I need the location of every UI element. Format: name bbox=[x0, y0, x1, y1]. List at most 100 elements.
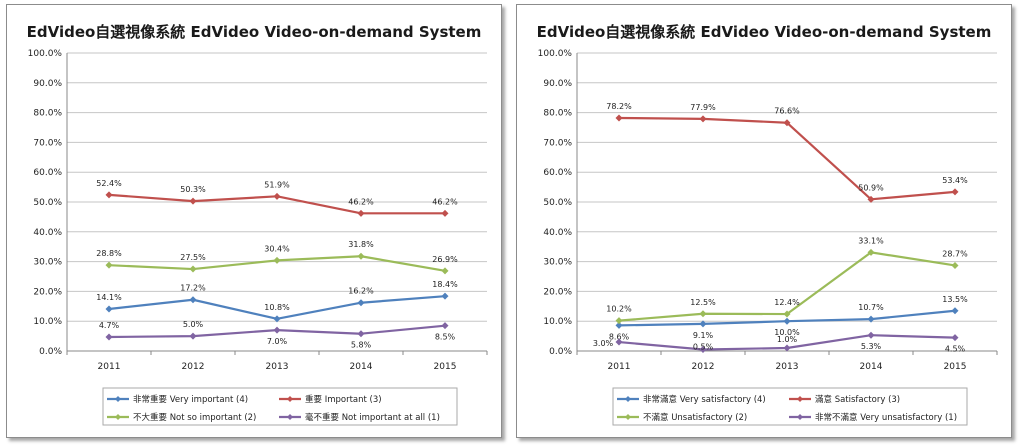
y-tick-label: 40.0% bbox=[543, 228, 572, 238]
x-tick-label: 2011 bbox=[608, 362, 631, 372]
y-tick-label: 0.0% bbox=[39, 347, 62, 357]
legend-label: 滿意 Satisfactory (3) bbox=[815, 394, 900, 405]
data-label: 18.4% bbox=[432, 280, 458, 289]
data-label: 27.5% bbox=[180, 253, 206, 262]
data-point bbox=[189, 197, 197, 205]
data-label: 9.1% bbox=[693, 331, 714, 340]
data-point bbox=[783, 317, 791, 325]
y-tick-label: 60.0% bbox=[33, 168, 62, 178]
y-tick-label: 90.0% bbox=[33, 79, 62, 89]
y-tick-label: 20.0% bbox=[543, 287, 572, 297]
y-tick-label: 0.0% bbox=[549, 347, 572, 357]
data-point bbox=[357, 299, 365, 307]
y-tick-label: 50.0% bbox=[543, 198, 572, 208]
chart-title: EdVideo自選視像系統 EdVideo Video-on-demand Sy… bbox=[27, 23, 482, 41]
data-point bbox=[441, 322, 449, 330]
data-label: 17.2% bbox=[180, 284, 206, 293]
data-point bbox=[105, 333, 113, 341]
data-point bbox=[357, 209, 365, 217]
data-label: 50.3% bbox=[180, 185, 206, 194]
data-label: 7.0% bbox=[267, 337, 288, 346]
chart-panel-right: EdVideo自選視像系統 EdVideo Video-on-demand Sy… bbox=[516, 4, 1012, 438]
data-label: 10.8% bbox=[264, 303, 290, 312]
data-label: 28.8% bbox=[96, 249, 122, 258]
x-tick-label: 2011 bbox=[98, 362, 121, 372]
y-tick-label: 30.0% bbox=[33, 258, 62, 268]
series-line bbox=[618, 251, 956, 322]
legend-marker bbox=[115, 414, 121, 420]
y-tick-label: 70.0% bbox=[543, 138, 572, 148]
data-point bbox=[273, 315, 281, 323]
legend-label: 非常重要 Very important (4) bbox=[133, 394, 248, 405]
data-point bbox=[615, 317, 623, 325]
data-point bbox=[273, 326, 281, 334]
x-tick-label: 2013 bbox=[776, 362, 799, 372]
data-point bbox=[951, 307, 959, 315]
x-tick-label: 2014 bbox=[350, 362, 373, 372]
data-label: 4.5% bbox=[945, 345, 966, 354]
data-label: 8.6% bbox=[609, 332, 630, 341]
data-point bbox=[867, 248, 875, 256]
y-tick-label: 60.0% bbox=[543, 168, 572, 178]
data-point bbox=[105, 191, 113, 199]
legend-label: 非常不滿意 Very unsatisfactory (1) bbox=[815, 412, 957, 423]
legend-box bbox=[612, 387, 968, 426]
line-chart-right: EdVideo自選視像系統 EdVideo Video-on-demand Sy… bbox=[537, 23, 998, 426]
data-label: 53.4% bbox=[942, 176, 968, 185]
data-label: 31.8% bbox=[348, 240, 374, 249]
x-tick-label: 2012 bbox=[692, 362, 715, 372]
data-label: 12.5% bbox=[690, 298, 716, 307]
data-point bbox=[189, 296, 197, 304]
legend-label: 不滿意 Unsatisfactory (2) bbox=[643, 412, 747, 423]
y-tick-label: 90.0% bbox=[543, 79, 572, 89]
data-label: 77.9% bbox=[690, 103, 716, 112]
y-tick-label: 100.0% bbox=[538, 49, 573, 59]
data-label: 16.2% bbox=[348, 287, 374, 296]
legend-box bbox=[102, 387, 458, 426]
data-point bbox=[783, 344, 791, 352]
data-label: 0.5% bbox=[693, 343, 714, 352]
data-label: 10.0% bbox=[774, 328, 800, 337]
data-point bbox=[189, 265, 197, 273]
data-point bbox=[357, 330, 365, 338]
y-tick-label: 10.0% bbox=[33, 317, 62, 327]
data-label: 5.3% bbox=[861, 342, 882, 351]
legend-marker bbox=[797, 414, 803, 420]
x-tick-label: 2015 bbox=[434, 362, 457, 372]
data-label: 1.0% bbox=[777, 335, 798, 344]
data-point bbox=[615, 321, 623, 329]
data-point bbox=[357, 252, 365, 260]
data-point bbox=[273, 192, 281, 200]
data-point bbox=[783, 119, 791, 127]
line-chart-left: EdVideo自選視像系統 EdVideo Video-on-demand Sy… bbox=[27, 23, 488, 426]
data-label: 5.8% bbox=[351, 341, 372, 350]
y-tick-label: 70.0% bbox=[33, 138, 62, 148]
x-tick-label: 2014 bbox=[860, 362, 883, 372]
x-tick-label: 2012 bbox=[182, 362, 205, 372]
y-tick-label: 80.0% bbox=[33, 109, 62, 119]
y-tick-label: 100.0% bbox=[28, 49, 63, 59]
data-label: 12.4% bbox=[774, 298, 800, 307]
data-label: 5.0% bbox=[183, 320, 204, 329]
data-point bbox=[441, 267, 449, 275]
legend-marker bbox=[115, 396, 121, 402]
data-point bbox=[867, 331, 875, 339]
legend-marker bbox=[625, 396, 631, 402]
data-label: 30.4% bbox=[264, 244, 290, 253]
data-point bbox=[105, 305, 113, 313]
x-tick-label: 2013 bbox=[266, 362, 289, 372]
legend-marker bbox=[797, 396, 803, 402]
data-point bbox=[615, 338, 623, 346]
data-point bbox=[189, 332, 197, 340]
chart-title: EdVideo自選視像系統 EdVideo Video-on-demand Sy… bbox=[537, 23, 992, 41]
y-tick-label: 50.0% bbox=[33, 198, 62, 208]
data-point bbox=[867, 315, 875, 323]
data-label: 3.0% bbox=[593, 339, 614, 348]
data-point bbox=[951, 261, 959, 269]
y-tick-label: 20.0% bbox=[33, 287, 62, 297]
legend-label: 非常滿意 Very satisfactory (4) bbox=[643, 394, 766, 405]
legend-label: 毫不重要 Not important at all (1) bbox=[305, 412, 440, 423]
data-label: 14.1% bbox=[96, 293, 122, 302]
data-point bbox=[441, 209, 449, 217]
data-point bbox=[951, 188, 959, 196]
